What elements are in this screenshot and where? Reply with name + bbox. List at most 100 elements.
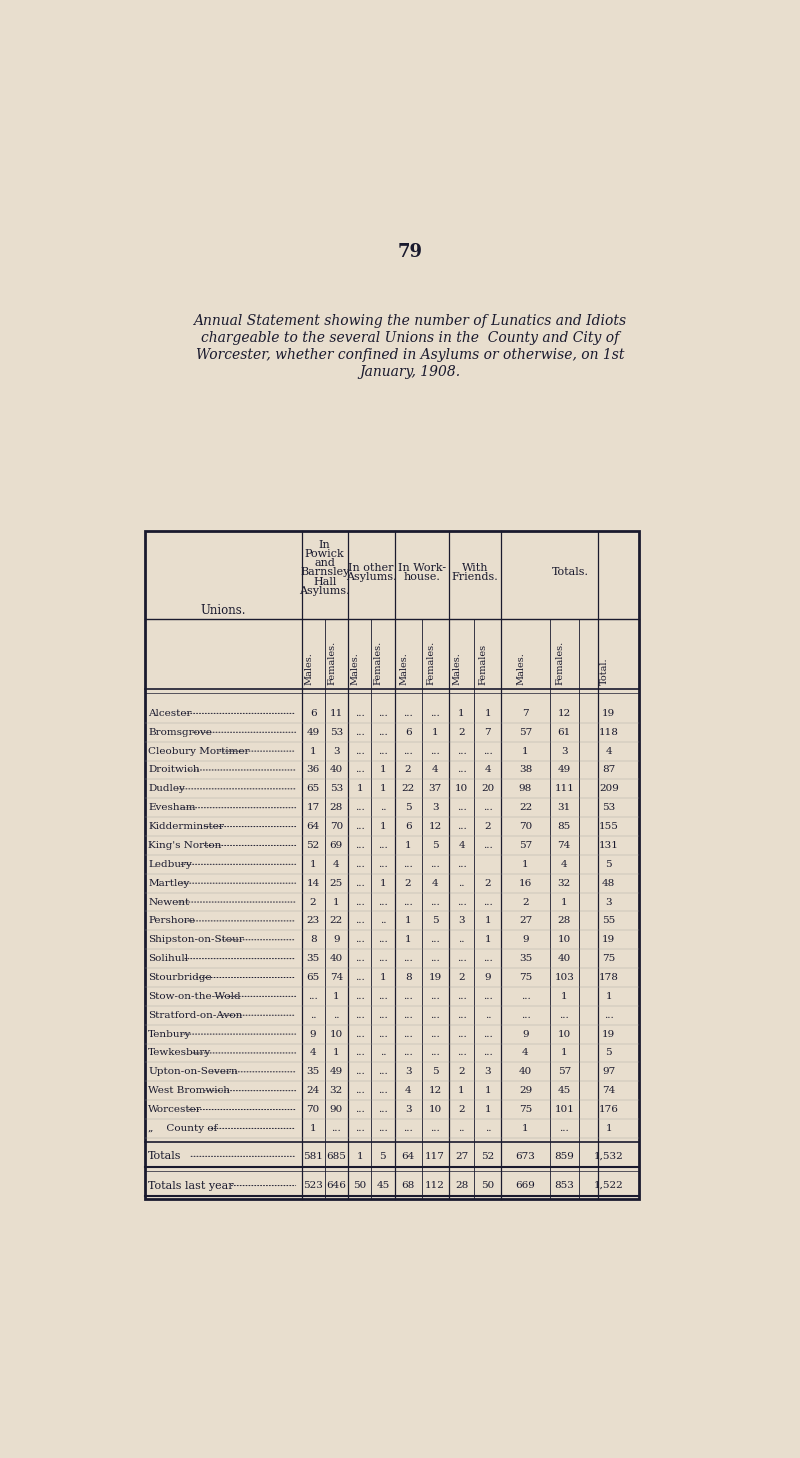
Text: 4: 4 [333, 860, 340, 869]
Text: 23: 23 [306, 917, 320, 926]
Text: Females.: Females. [426, 640, 435, 685]
Text: 57: 57 [519, 841, 532, 850]
Text: 11: 11 [330, 709, 343, 717]
Text: 859: 859 [554, 1152, 574, 1161]
Text: ...: ... [457, 765, 466, 774]
Text: 50: 50 [353, 1181, 366, 1190]
Text: 1: 1 [485, 935, 491, 945]
Text: ...: ... [483, 991, 493, 1000]
Text: 53: 53 [602, 803, 615, 812]
Text: ...: ... [354, 879, 365, 888]
Text: Females.: Females. [327, 640, 336, 685]
Text: Stratford-on-Avon: Stratford-on-Avon [148, 1010, 242, 1019]
Text: Alcester: Alcester [148, 709, 191, 717]
Text: 98: 98 [519, 784, 532, 793]
Text: ...: ... [430, 935, 440, 945]
Text: 90: 90 [330, 1105, 343, 1114]
Text: 35: 35 [306, 954, 320, 964]
Text: 75: 75 [519, 972, 532, 983]
Text: ...: ... [378, 1029, 388, 1038]
Text: ...: ... [403, 991, 413, 1000]
Text: 9: 9 [333, 935, 340, 945]
Text: 2: 2 [485, 822, 491, 831]
Text: 16: 16 [519, 879, 532, 888]
Text: Stow-on-the-Wold: Stow-on-the-Wold [148, 991, 241, 1000]
Text: 5: 5 [606, 1048, 612, 1057]
Text: ...: ... [457, 803, 466, 812]
Text: 10: 10 [558, 1029, 571, 1038]
Text: ...: ... [483, 954, 493, 964]
Text: ...: ... [403, 954, 413, 964]
Text: 1: 1 [485, 709, 491, 717]
Text: 5: 5 [432, 917, 438, 926]
Text: 70: 70 [519, 822, 532, 831]
Text: 14: 14 [306, 879, 320, 888]
Text: 176: 176 [599, 1105, 618, 1114]
Text: 1: 1 [485, 1086, 491, 1095]
Text: ...: ... [378, 1105, 388, 1114]
Text: 2: 2 [485, 879, 491, 888]
Text: Females.: Females. [555, 640, 564, 685]
Text: 53: 53 [330, 784, 343, 793]
Text: Worcester, whether confined in Asylums or otherwise, on 1st: Worcester, whether confined in Asylums o… [196, 348, 624, 362]
Text: 87: 87 [602, 765, 615, 774]
Text: ...: ... [430, 898, 440, 907]
Text: ...: ... [354, 1048, 365, 1057]
Text: 2: 2 [458, 972, 465, 983]
Text: Pershore: Pershore [148, 917, 195, 926]
Text: 2: 2 [405, 765, 411, 774]
Text: Powick: Powick [305, 548, 345, 558]
Text: 1: 1 [606, 991, 612, 1000]
Text: 111: 111 [554, 784, 574, 793]
Text: 37: 37 [429, 784, 442, 793]
Text: 68: 68 [402, 1181, 414, 1190]
Text: 22: 22 [330, 917, 343, 926]
Text: Shipston-on-Stour: Shipston-on-Stour [148, 935, 244, 945]
Text: 27: 27 [455, 1152, 468, 1161]
Text: 1: 1 [310, 860, 317, 869]
Text: ...: ... [354, 841, 365, 850]
Text: ...: ... [604, 1010, 614, 1019]
Text: ...: ... [378, 728, 388, 736]
Text: 40: 40 [330, 765, 343, 774]
Text: ..: .. [380, 803, 386, 812]
Text: ...: ... [378, 746, 388, 755]
Text: 3: 3 [458, 917, 465, 926]
Text: 45: 45 [558, 1086, 571, 1095]
Text: Worcester: Worcester [148, 1105, 202, 1114]
Text: ...: ... [331, 1124, 342, 1133]
Text: ...: ... [354, 1105, 365, 1114]
Text: ...: ... [378, 1086, 388, 1095]
Text: ...: ... [430, 1124, 440, 1133]
Text: Hall: Hall [313, 576, 337, 586]
Text: Ledbury: Ledbury [148, 860, 192, 869]
Text: 2: 2 [405, 879, 411, 888]
Text: 853: 853 [554, 1181, 574, 1190]
Text: 52: 52 [306, 841, 320, 850]
Text: ...: ... [403, 1124, 413, 1133]
Text: 9: 9 [485, 972, 491, 983]
Text: 178: 178 [599, 972, 618, 983]
Text: Males.: Males. [304, 652, 313, 685]
Text: 6: 6 [405, 822, 411, 831]
Text: 9: 9 [522, 935, 529, 945]
Text: Barnsley: Barnsley [300, 567, 350, 577]
Text: ...: ... [457, 1048, 466, 1057]
Text: 1: 1 [561, 1048, 567, 1057]
Text: ...: ... [457, 822, 466, 831]
Text: 35: 35 [306, 1067, 320, 1076]
Text: January, 1908.: January, 1908. [359, 364, 461, 379]
Text: 10: 10 [455, 784, 468, 793]
Text: Totals last year: Totals last year [148, 1181, 234, 1191]
Text: 25: 25 [330, 879, 343, 888]
Text: ...: ... [430, 1048, 440, 1057]
Text: ...: ... [378, 898, 388, 907]
Text: Males.: Males. [453, 652, 462, 685]
Text: 1: 1 [405, 841, 411, 850]
Text: 1,532: 1,532 [594, 1152, 624, 1161]
Text: Droitwich: Droitwich [148, 765, 200, 774]
Text: 22: 22 [519, 803, 532, 812]
Text: 112: 112 [426, 1181, 445, 1190]
Text: ...: ... [521, 991, 530, 1000]
Text: 581: 581 [303, 1152, 323, 1161]
